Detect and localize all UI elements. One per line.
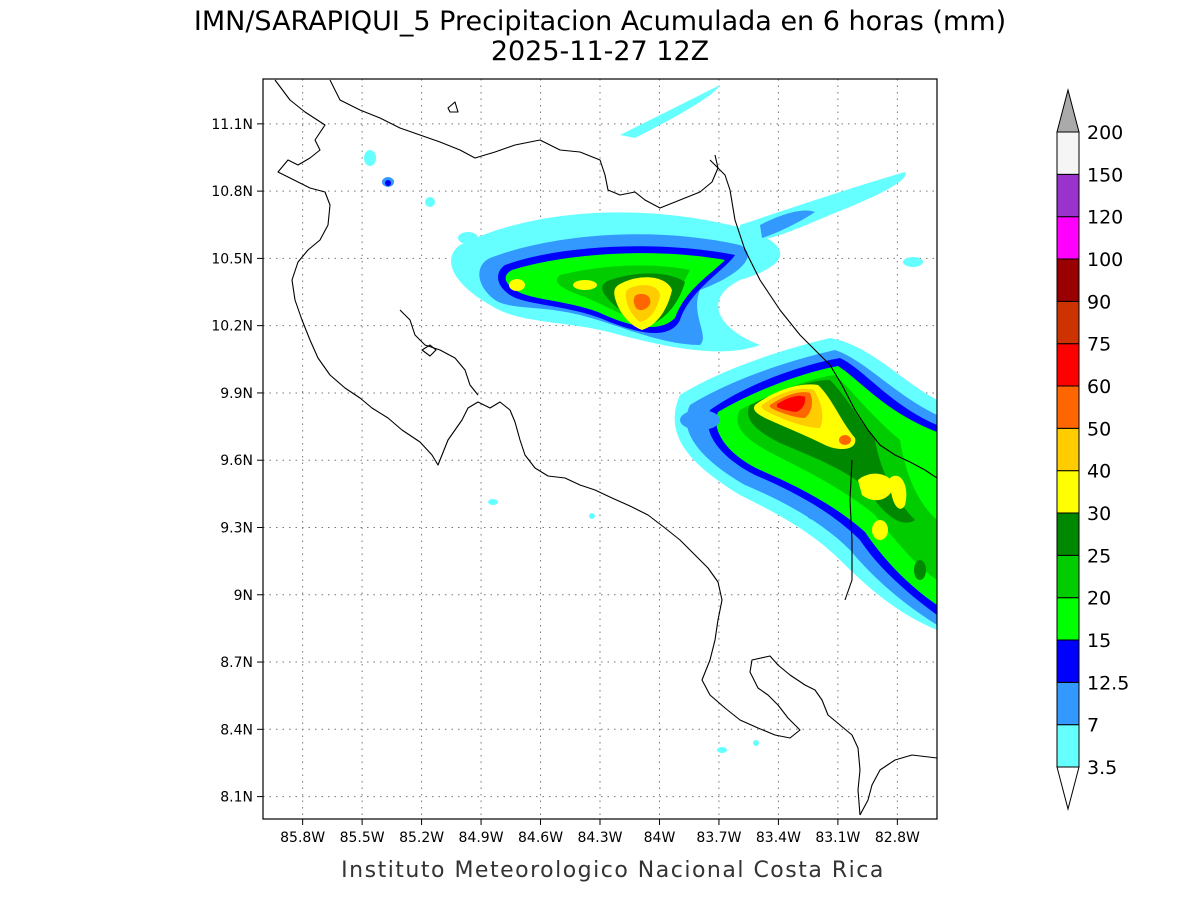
nicoya-shore: [399, 309, 479, 396]
x-tick-label: 84.9W: [459, 830, 504, 846]
x-tick-label: 85.8W: [280, 830, 325, 846]
x-tick-label: 83.7W: [696, 830, 741, 846]
nicaragua-lake-shore: [274, 79, 861, 816]
precip-band-north: [364, 85, 923, 753]
colorbar-label: 40: [1087, 461, 1111, 483]
colorbar-swatch: [1056, 216, 1080, 260]
colorbar-swatch: [1056, 173, 1080, 218]
y-tick-label: 9.6N: [220, 453, 253, 469]
colorbar-swatch: [1056, 512, 1080, 556]
panama-border: [709, 159, 937, 479]
colorbar-label: 30: [1087, 503, 1111, 525]
coastline-borders: [274, 79, 937, 816]
y-tick-label: 8.4N: [220, 722, 253, 738]
colorbar-min-arrow: [1056, 766, 1080, 811]
y-axis-ticks: 11.1N 10.8N 10.5N 10.2N 9.9N 9.6N 9.3N 9N 8.7N 8.…: [211, 117, 263, 806]
colorbar-label: 20: [1087, 588, 1111, 610]
colorbar: 3.5 7 12.5 15 20 25 30 40 50 60 75 90 100 120 150 200: [1056, 88, 1129, 811]
colorbar-label: 120: [1087, 207, 1123, 229]
colorbar-label: 60: [1087, 376, 1111, 398]
y-tick-label: 9.3N: [220, 520, 253, 536]
x-tick-label: 83.4W: [756, 830, 801, 846]
panama-coast: [859, 754, 937, 816]
colorbar-swatch: [1056, 597, 1080, 641]
colorbar-label: 100: [1087, 249, 1123, 271]
y-tick-label: 8.1N: [220, 790, 253, 806]
colorbar-swatch: [1056, 470, 1080, 514]
colorbar-swatch: [1056, 427, 1080, 472]
colorbar-label: 25: [1087, 545, 1111, 567]
x-tick-label: 85.5W: [340, 830, 385, 846]
colorbar-label: 15: [1087, 630, 1111, 652]
colorbar-swatch: [1056, 343, 1080, 387]
map-subtitle-date: 2025-11-27 12Z: [491, 36, 709, 67]
small-island-north: [447, 101, 459, 113]
colorbar-max-arrow: [1056, 88, 1080, 133]
colorbar-swatch: [1056, 300, 1080, 345]
colorbar-swatch: [1056, 681, 1080, 726]
colorbar-swatch: [1056, 724, 1080, 768]
precipitation-field: [364, 85, 937, 753]
colorbar-swatch: [1056, 385, 1080, 429]
colorbar-swatch: [1056, 131, 1080, 175]
colorbar-swatch: [1056, 639, 1080, 683]
y-tick-label: 10.5N: [211, 251, 253, 267]
colorbar-label: 3.5: [1087, 757, 1117, 779]
colorbar-label: 12.5: [1087, 672, 1129, 694]
y-tick-label: 9.9N: [220, 386, 253, 402]
colorbar-label: 90: [1087, 291, 1111, 313]
colorbar-label: 200: [1087, 122, 1123, 144]
precip-band-south: [674, 338, 937, 630]
colorbar-label: 150: [1087, 164, 1123, 186]
colorbar-label: 50: [1087, 418, 1111, 440]
x-tick-label: 84.6W: [518, 830, 563, 846]
y-tick-label: 11.1N: [211, 117, 253, 133]
x-tick-label: 83.1W: [815, 830, 860, 846]
y-tick-label: 10.8N: [211, 184, 253, 200]
x-tick-label: 85.2W: [399, 830, 444, 846]
map-title: IMN/SARAPIQUI_5 Precipitacion Acumulada …: [194, 6, 1006, 37]
colorbar-label: 75: [1087, 334, 1111, 356]
y-tick-label: 9N: [234, 588, 253, 604]
x-tick-label: 82.8W: [875, 830, 920, 846]
chira-island: [421, 344, 437, 357]
north-coast: [329, 79, 719, 209]
y-tick-label: 8.7N: [220, 655, 253, 671]
southern-border: [844, 459, 853, 601]
colorbar-label: 7: [1087, 715, 1099, 737]
y-tick-label: 10.2N: [211, 319, 253, 335]
x-tick-label: 84.3W: [577, 830, 622, 846]
colorbar-swatch: [1056, 554, 1080, 599]
colorbar-swatch: [1056, 258, 1080, 302]
x-tick-label: 84W: [644, 830, 676, 846]
x-axis-ticks: 85.8W 85.5W 85.2W 84.9W 84.6W 84.3W 84W 83.7W 83…: [280, 819, 920, 846]
footer-credit: Instituto Meteorologico Nacional Costa R…: [341, 858, 885, 883]
